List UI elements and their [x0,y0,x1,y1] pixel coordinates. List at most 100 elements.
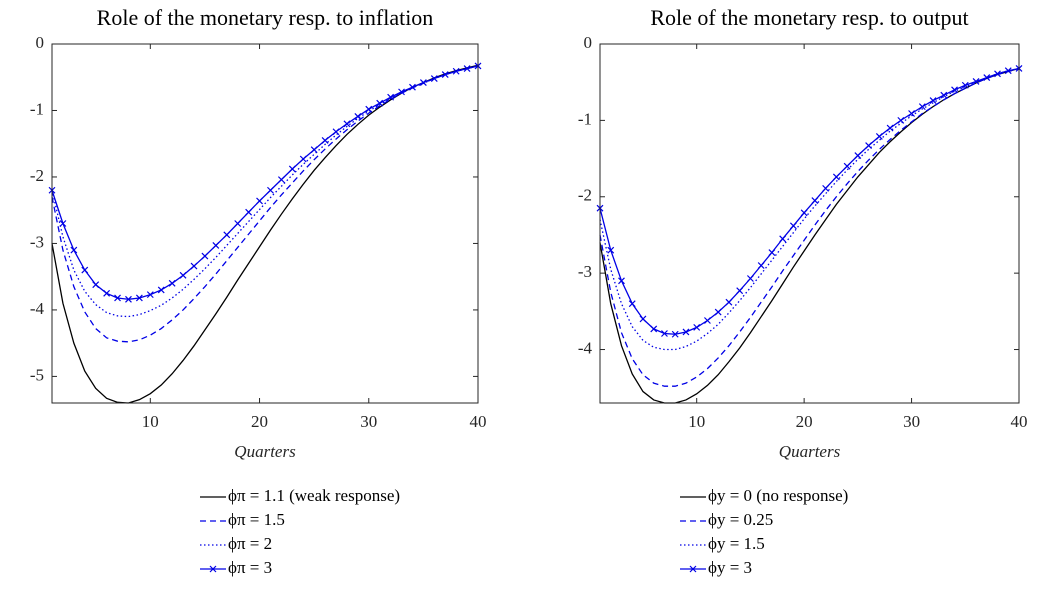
plot-frame [599,43,1020,404]
marker [929,97,937,104]
marker [607,246,615,254]
marker [789,222,797,230]
marker [398,88,405,96]
marker [854,152,862,159]
marker [201,252,209,260]
marker [972,78,980,85]
marker [843,162,851,170]
marker [332,128,340,136]
x-tick-label: 20 [251,412,268,431]
marker [822,184,830,192]
marker [125,295,132,303]
marker [714,308,722,316]
marker [70,246,78,254]
marker [452,67,460,75]
legend-label: ϕy = 0.25 [708,510,773,529]
x-tick-label: 40 [1011,412,1028,431]
marker [146,291,154,299]
marker [628,300,636,308]
marker [682,328,690,336]
legend-label: ϕπ = 1.5 [228,510,285,529]
marker [940,91,948,99]
marker [59,220,67,227]
marker [135,294,143,302]
marker [1004,67,1012,75]
legend-label: ϕy = 3 [708,558,752,577]
y-tick-label: -4 [30,299,45,318]
legend-label: ϕπ = 2 [228,534,272,553]
marker [256,197,263,205]
legend-marker [689,565,697,573]
chart-title: Role of the monetary resp. to output [650,5,968,30]
legend-marker [209,565,217,573]
x-tick-label: 10 [142,412,159,431]
y-tick-label: 0 [36,33,45,52]
marker [234,220,242,227]
plot-area [52,44,478,403]
marker [441,71,449,79]
legend-label: ϕy = 1.5 [708,534,765,553]
x-tick-label: 20 [796,412,813,431]
marker [321,136,329,144]
x-tick-label: 30 [903,412,920,431]
x-tick-label: 30 [360,412,377,431]
marker [92,281,100,289]
marker [277,176,285,184]
marker [419,79,427,86]
marker [168,279,176,287]
y-tick-label: -3 [578,262,592,281]
plot-frame [51,43,479,404]
legend-label: ϕπ = 1.1 (weak response) [228,486,400,505]
y-tick-label: -2 [30,166,44,185]
marker [800,209,808,217]
y-tick-label: 0 [584,33,593,52]
y-tick-label: -5 [30,365,44,384]
marker [267,186,274,194]
marker [693,323,701,331]
marker [661,330,668,337]
series-line [51,65,479,318]
marker [343,120,351,128]
marker [81,266,89,274]
marker [430,75,438,82]
marker [245,208,253,216]
marker [354,113,362,120]
marker [310,146,318,154]
marker [875,132,883,140]
marker [157,286,165,294]
series-line [599,67,1020,387]
marker [223,231,231,239]
marker [650,325,658,333]
marker [376,99,384,107]
marker [757,262,765,269]
marker [994,70,1001,78]
y-tick-label: -1 [30,99,44,118]
marker [768,249,776,256]
marker [918,103,926,111]
series-line [51,65,479,300]
x-tick-label: 10 [688,412,705,431]
marker [983,74,991,82]
y-tick-label: -3 [30,232,44,251]
marker [961,81,969,89]
series-line [599,67,1020,335]
marker [811,197,819,205]
y-tick-label: -2 [578,186,592,205]
marker [746,275,754,282]
legend-label: ϕπ = 3 [228,558,272,577]
marker [212,242,220,249]
marker [865,142,873,150]
marker [618,277,625,285]
marker [409,83,416,91]
marker [832,173,840,181]
marker [779,235,787,243]
y-tick-label: -1 [578,109,592,128]
marker [886,124,894,132]
marker [114,294,121,302]
x-tick-label: 40 [470,412,487,431]
marker [179,271,187,279]
series-line [51,65,479,343]
marker [639,315,647,323]
marker [951,86,958,94]
